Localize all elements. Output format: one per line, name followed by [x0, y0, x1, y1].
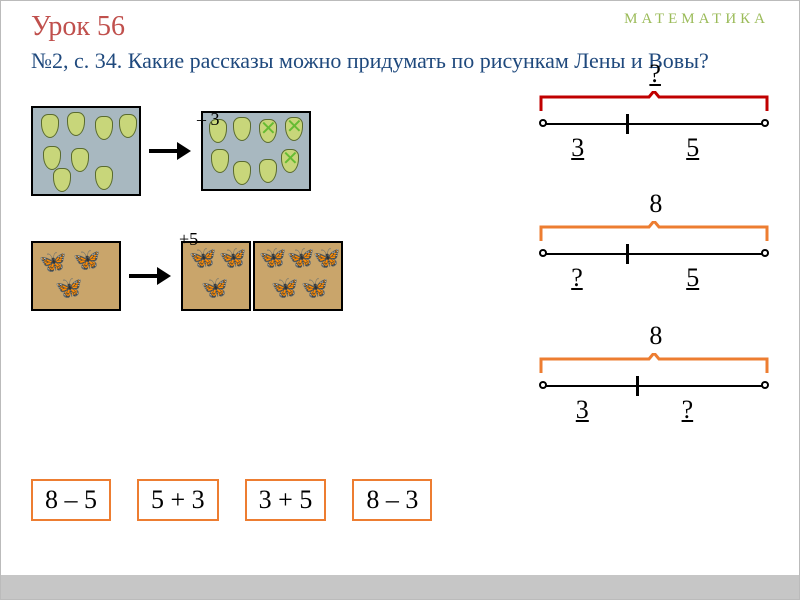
diagram-3: 8 3 ?: [539, 321, 769, 431]
footer-bar: [1, 575, 799, 599]
butterflies-after-group: 🦋 🦋 🦋 🦋 🦋 🦋 🦋 🦋: [181, 241, 343, 311]
diagram-1: ? 3 5: [539, 59, 769, 169]
diagram-3-top: 8: [649, 321, 662, 351]
bracket-icon: [539, 221, 769, 243]
diagram-2: 8 ? 5: [539, 189, 769, 299]
subject-label: МАТЕМАТИКА: [624, 11, 769, 28]
slide: Урок 56 МАТЕМАТИКА №2, с. 34. Какие расс…: [0, 0, 800, 600]
diagram-2-top: 8: [649, 189, 662, 219]
diagram-2-left: ?: [571, 263, 583, 293]
diagram-1-top: ?: [649, 59, 661, 89]
header: Урок 56 МАТЕМАТИКА: [31, 11, 769, 43]
eq-box-3: 3 + 5: [245, 479, 327, 521]
butterflies-after-a: 🦋 🦋 🦋: [181, 241, 251, 311]
arrow-icon: [149, 141, 193, 161]
diagram-1-left: 3: [571, 133, 584, 163]
butterflies-before: 🦋 🦋 🦋: [31, 241, 121, 311]
eq-box-4: 8 – 3: [352, 479, 432, 521]
eq-box-1: 8 – 5: [31, 479, 111, 521]
content-area: – 3 🦋 🦋 🦋 🦋 🦋 🦋 🦋 🦋 🦋 🦋: [31, 81, 769, 521]
equation-row: 8 – 5 5 + 3 3 + 5 8 – 3: [31, 479, 432, 521]
bracket-icon: [539, 91, 769, 113]
bracket-icon: [539, 353, 769, 375]
pears-before: [31, 106, 141, 196]
butterflies-after-b: 🦋 🦋 🦋 🦋 🦋: [253, 241, 343, 311]
pears-row: [31, 106, 311, 196]
lesson-title: Урок 56: [31, 11, 125, 43]
diagram-1-right: 5: [686, 133, 699, 163]
eq-box-2: 5 + 3: [137, 479, 219, 521]
diagram-2-right: 5: [686, 263, 699, 293]
operation-plus5: +5: [179, 229, 198, 250]
numberline: [539, 379, 769, 419]
butterflies-row: 🦋 🦋 🦋 🦋 🦋 🦋 🦋 🦋 🦋 🦋 🦋: [31, 241, 343, 311]
diagram-3-left: 3: [576, 395, 589, 425]
arrow-icon: [129, 266, 173, 286]
diagram-3-right: ?: [682, 395, 694, 425]
operation-minus3: – 3: [197, 109, 220, 130]
